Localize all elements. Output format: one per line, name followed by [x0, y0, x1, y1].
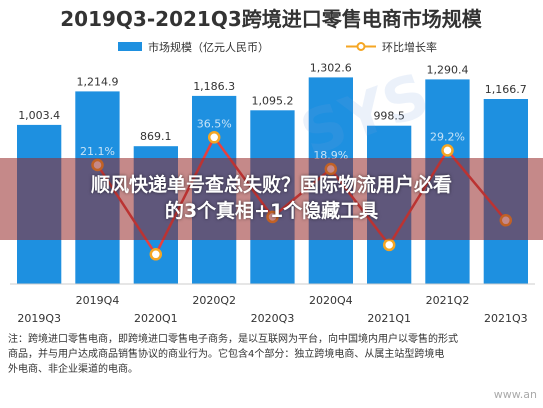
growth-point-2021Q1	[382, 238, 396, 252]
banner-line-1: 顺风快递单号查总失败？国际物流用户必看	[90, 174, 452, 196]
footnote-line-1: 注：跨境进口零售电商，即跨境进口零售电子商务，是以互联网为平台，向中国境内用户以…	[8, 334, 458, 345]
bar-label-2020Q1: 869.1	[140, 130, 172, 143]
bar-label-2019Q3: 1,003.4	[18, 109, 60, 122]
growth-label-2019Q4: 21.1%	[80, 145, 115, 158]
x-tick-2021Q2: 2021Q2	[426, 294, 470, 307]
growth-label-2020Q2: 36.5%	[197, 117, 232, 130]
x-tick-2020Q2: 2020Q2	[192, 294, 236, 307]
footnote-line-3: 外电商、非企业渠道的电商。	[8, 364, 138, 375]
bar-label-2020Q2: 1,186.3	[193, 80, 235, 93]
x-tick-2020Q1: 2020Q1	[134, 312, 178, 325]
overlay-banner-text[interactable]: 顺风快递单号查总失败？国际物流用户必看 的3个真相+1个隐藏工具	[0, 172, 543, 224]
legend-bar-swatch	[118, 42, 142, 51]
x-axis-ticks: 2019Q3 2019Q4 2020Q1 2020Q2 2020Q3 2020Q4 2021…	[17, 294, 527, 325]
growth-label-2021Q2: 29.2%	[430, 130, 465, 143]
growth-point-2020Q2	[207, 131, 221, 144]
x-tick-2020Q4: 2020Q4	[309, 294, 353, 307]
overlay-banner[interactable]	[0, 158, 543, 240]
banner-line-2: 的3个真相+1个隐藏工具	[164, 200, 379, 222]
site-watermark: www.an	[493, 388, 537, 401]
x-tick-2020Q3: 2020Q3	[251, 312, 295, 325]
legend-bar-label: 市场规模（亿元人民币）	[148, 40, 269, 54]
bar-label-2020Q3: 1,095.2	[252, 94, 294, 107]
x-tick-2021Q3: 2021Q3	[484, 312, 528, 325]
bar-label-2019Q4: 1,214.9	[77, 75, 119, 88]
x-tick-2021Q1: 2021Q1	[367, 312, 411, 325]
legend-line-label: 环比增长率	[382, 40, 437, 54]
bar-label-2021Q2: 1,290.4	[427, 63, 469, 76]
chart-title: 2019Q3-2021Q3跨境进口零售电商市场规模	[60, 7, 482, 31]
legend-line-marker	[356, 42, 366, 51]
bar-value-labels: 1,003.4 1,214.9 869.1 1,186.3 1,095.2 1,302.6…	[18, 61, 527, 143]
bar-label-2021Q3: 1,166.7	[485, 83, 527, 96]
bar-label-2020Q4: 1,302.6	[310, 61, 352, 74]
legend: 市场规模（亿元人民币） 环比增长率	[118, 40, 437, 54]
growth-point-2021Q2	[441, 144, 454, 157]
growth-point-2020Q1	[149, 248, 163, 261]
x-tick-2019Q3: 2019Q3	[17, 312, 61, 325]
bar-label-2021Q1: 998.5	[373, 110, 405, 123]
footnote-line-2: 商品，并与用户达成商品销售协议的商业行为。它包含4个部分：独立跨境电商、从属主站…	[8, 349, 445, 360]
x-tick-2019Q4: 2019Q4	[76, 294, 120, 307]
